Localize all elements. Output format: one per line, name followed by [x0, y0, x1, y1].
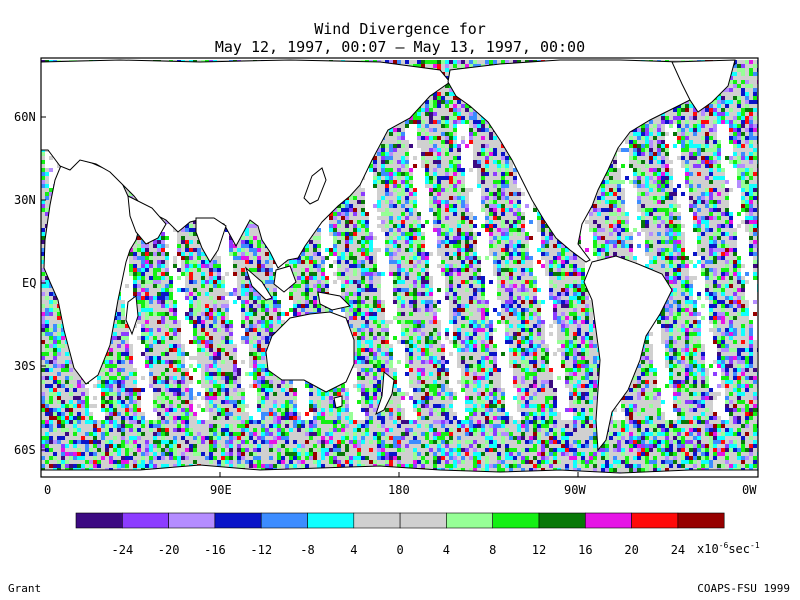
colorbar-swatch	[168, 512, 216, 529]
colorbar-tick-label: -20	[157, 543, 180, 557]
colorbar-tick-label: 4	[350, 543, 358, 557]
colorbar-tick-label: -24	[111, 543, 134, 557]
borneo-land	[273, 265, 297, 293]
newguinea-land	[317, 291, 351, 311]
lat-label-30s: 30S	[14, 359, 36, 373]
colorbar	[75, 512, 725, 529]
colorbar-tick-label: 24	[670, 543, 686, 557]
continents	[41, 59, 758, 477]
colorbar-tick-label: -12	[250, 543, 273, 557]
colorbar-swatch	[631, 512, 679, 529]
colorbar-swatch	[538, 512, 586, 529]
colorbar-swatch	[677, 512, 725, 529]
greenland-land	[671, 59, 736, 113]
map-title-line1: Wind Divergence for	[314, 20, 486, 38]
colorbar-swatch	[446, 512, 493, 529]
colorbar-swatch	[214, 512, 262, 529]
lon-label-90e: 90E	[210, 483, 232, 497]
organization-credit: COAPS-FSU 1999	[697, 582, 790, 595]
tasmania-land	[333, 395, 343, 409]
lon-label-180: 180	[388, 483, 410, 497]
lat-label-eq: EQ	[22, 276, 37, 290]
colorbar-tick-label: -16	[204, 543, 226, 557]
map-title-line2: May 12, 1997, 00:07 – May 13, 1997, 00:0…	[214, 38, 586, 56]
colorbar-swatch	[307, 512, 355, 529]
colorbar-swatch	[492, 512, 540, 529]
lon-label-0w: 0W	[742, 483, 757, 497]
colorbar-tick-label: 16	[578, 543, 593, 557]
colorbar-tick-label: 12	[531, 543, 547, 557]
japan-land	[303, 167, 327, 205]
lat-label-30n: 30N	[14, 193, 36, 207]
colorbar-tick-label: 20	[624, 543, 639, 557]
colorbar-tick-label: 8	[489, 543, 497, 557]
arabia-land	[127, 195, 167, 245]
lon-label-90w: 90W	[564, 483, 586, 497]
colorbar-swatch	[122, 512, 169, 529]
australia-land	[265, 311, 355, 393]
author-credit: Grant	[8, 582, 42, 595]
sumatra-land	[244, 266, 273, 301]
colorbar-swatch	[399, 512, 447, 529]
colorbar-tick-label: -8	[300, 543, 315, 557]
eurasia-land	[41, 59, 451, 269]
colorbar-swatch	[584, 512, 632, 529]
colorbar-units: x10-6sec-1	[697, 541, 760, 556]
lat-label-60s: 60S	[14, 443, 36, 457]
colorbar-swatch	[353, 512, 401, 529]
india-land	[195, 217, 227, 263]
colorbar-tick-label: 4	[442, 543, 451, 557]
axis-ticks	[41, 116, 579, 477]
lat-label-60n: 60N	[14, 110, 36, 124]
madagascar-land	[125, 295, 139, 336]
colorbar-swatch	[260, 512, 308, 529]
colorbar-swatch	[75, 512, 123, 529]
colorbar-tick-label: 0	[396, 543, 404, 557]
lon-label-0: 0	[44, 483, 52, 497]
southamerica-land	[583, 255, 673, 452]
newzealand-land	[375, 371, 395, 415]
